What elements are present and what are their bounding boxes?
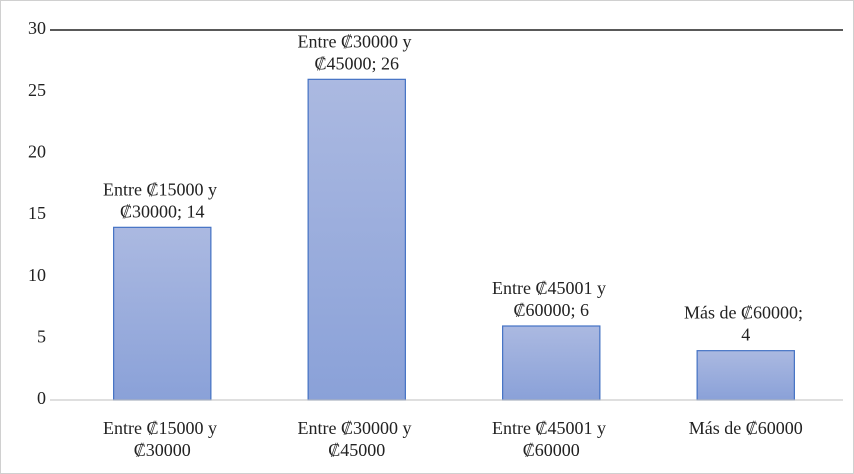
x-tick-label: Entre ₡45001 y ₡60000 [492, 418, 611, 460]
bar [307, 78, 406, 401]
y-tick-label: 25 [28, 80, 46, 100]
y-tick-label: 0 [37, 388, 46, 408]
bar [696, 350, 795, 401]
y-tick-label: 30 [28, 18, 46, 38]
bar [113, 226, 212, 401]
bar [502, 325, 601, 401]
data-label: Entre ₡30000 y ₡45000; 26 [298, 31, 417, 73]
data-label: Más de ₡60000; 4 [684, 303, 808, 345]
data-label: Entre ₡15000 y ₡30000; 14 [103, 179, 222, 221]
x-tick-label: Entre ₡15000 y ₡30000 [103, 418, 222, 460]
x-tick-label: Entre ₡30000 y ₡45000 [298, 418, 417, 460]
y-tick-label: 20 [28, 141, 46, 161]
data-label: Entre ₡45001 y ₡60000; 6 [492, 278, 611, 320]
y-tick-label: 5 [37, 326, 46, 346]
x-tick-label: Más de ₡60000 [689, 418, 803, 438]
y-tick-label: 10 [28, 265, 46, 285]
y-tick-label: 15 [28, 203, 46, 223]
